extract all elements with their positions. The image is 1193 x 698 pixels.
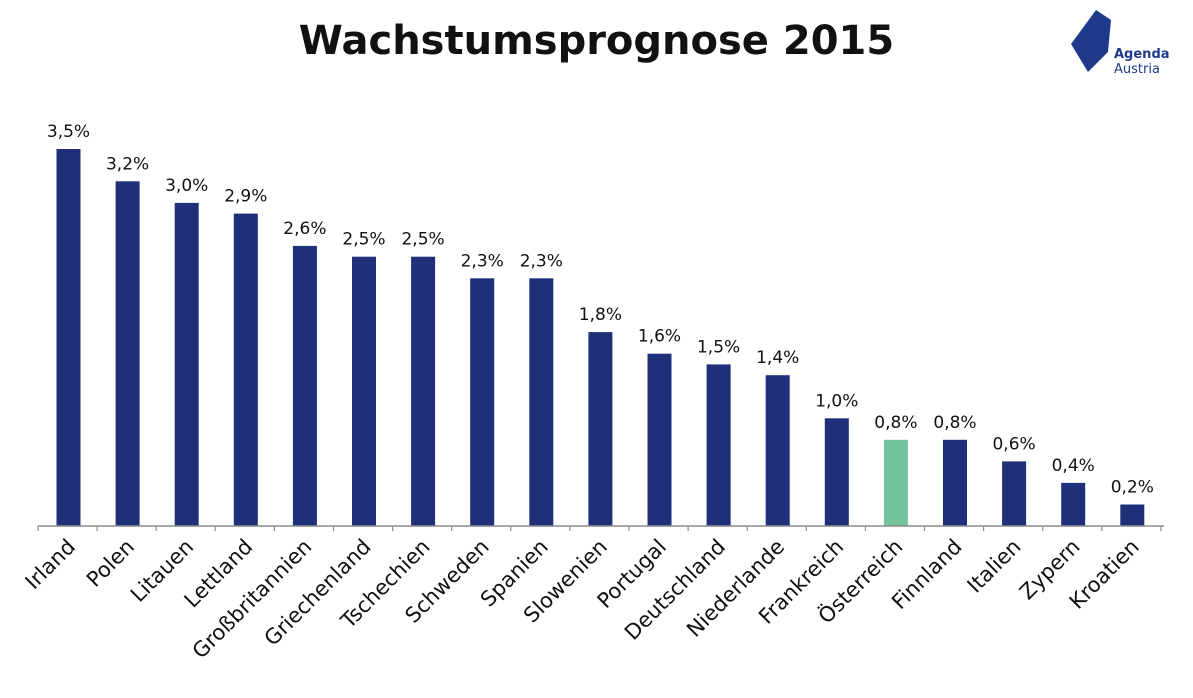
data-label-6: 2,5%: [401, 230, 444, 250]
bar-12: [765, 375, 790, 526]
bar-5: [352, 256, 376, 526]
data-label-18: 0,2%: [1111, 478, 1154, 498]
data-label-1: 3,2%: [106, 154, 149, 174]
data-label-4: 2,6%: [283, 219, 326, 239]
data-label-17: 0,4%: [1052, 456, 1095, 476]
bar-17: [1061, 482, 1086, 526]
data-label-10: 1,6%: [638, 327, 681, 347]
data-label-7: 2,3%: [461, 251, 504, 271]
data-label-12: 1,4%: [756, 348, 799, 368]
bar-14: [883, 439, 908, 526]
bar-7: [470, 278, 495, 526]
x-tick-label-0: Irland: [21, 535, 81, 595]
bar-15: [943, 439, 967, 526]
bar-3: [233, 213, 258, 526]
data-label-16: 0,6%: [992, 434, 1035, 454]
data-label-5: 2,5%: [342, 230, 385, 250]
bar-18: [1120, 504, 1145, 526]
data-label-15: 0,8%: [933, 413, 976, 433]
x-tick-label-5: Griechenland: [260, 535, 376, 651]
bar-9: [588, 332, 613, 526]
bar-4: [292, 245, 317, 526]
bar-16: [1002, 461, 1027, 526]
data-label-14: 0,8%: [874, 413, 917, 433]
bar-8: [529, 278, 554, 526]
data-label-8: 2,3%: [520, 251, 563, 271]
data-label-3: 2,9%: [224, 187, 267, 207]
bar-10: [647, 353, 672, 526]
logo-text-austria: Austria: [1114, 62, 1160, 77]
data-label-0: 3,5%: [47, 122, 90, 142]
x-tick-label-1: Polen: [82, 535, 139, 592]
chart-title: Wachstumsprognose 2015: [298, 18, 895, 64]
logo-text-agenda: Agenda: [1114, 47, 1170, 62]
bar-13: [824, 418, 849, 526]
agenda-austria-logo: [1071, 10, 1111, 72]
bar-11: [706, 364, 731, 526]
data-label-11: 1,5%: [697, 337, 740, 357]
data-label-9: 1,8%: [579, 305, 622, 325]
bar-1: [115, 181, 140, 527]
data-label-2: 3,0%: [165, 176, 208, 196]
bar-2: [174, 202, 199, 526]
bar-0: [56, 149, 81, 526]
bar-6: [411, 256, 436, 526]
logo-shape-icon: [1071, 10, 1111, 72]
data-label-13: 1,0%: [815, 391, 858, 411]
